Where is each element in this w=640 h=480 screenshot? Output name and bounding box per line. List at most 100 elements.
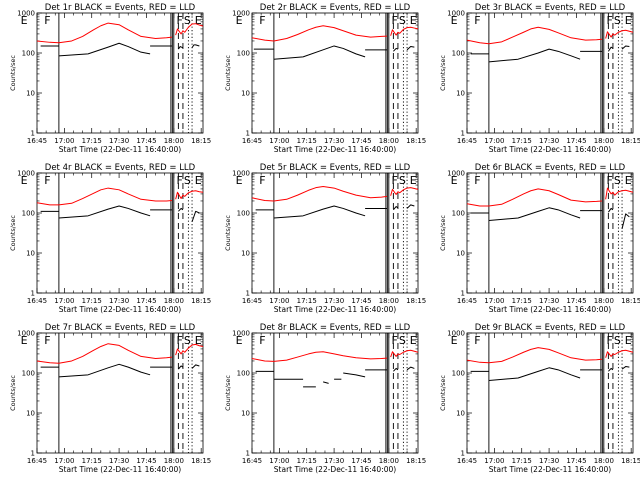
region-label: E [625,174,632,187]
y-tick-label: 10 [241,250,250,258]
detector-panel: Det 1r BLACK = Events, RED = LLD 1 10 100 10… [9,3,211,154]
series-events-segment [191,44,200,49]
y-tick-label: 1000 [447,170,465,178]
y-axis-label: Counts/sec [439,215,447,251]
region-label: F [392,334,398,347]
x-tick-label: 18:15 [191,457,211,465]
x-axis-label: Start Time (22-Dec-11 16:40:00) [274,145,396,154]
series-events-segment [343,372,366,378]
series-events-segment [191,210,200,223]
series-lld-segment [466,347,603,364]
series-lld-segment [251,185,388,202]
panel-title: Det 5r BLACK = Events, RED = LLD [260,163,411,173]
y-axis-label: Counts/sec [224,55,232,91]
y-tick-label: 1000 [447,330,465,338]
y-tick-label: 1 [461,130,465,138]
series-events-segment [58,363,151,378]
y-tick-label: 1000 [17,330,35,338]
region-label: F [607,334,613,347]
series-lld-segment [605,187,634,200]
x-tick-label: 17:45 [136,137,156,145]
x-tick-label: 16:45 [242,457,262,465]
x-tick-label: 18:00 [379,137,399,145]
series-events-segment [621,213,630,230]
series-events-segment [392,206,399,211]
region-label: E [21,174,28,187]
detector-panel: Det 7r BLACK = Events, RED = LLD 1 10 100 10… [9,323,211,474]
series-events-segment [58,205,151,219]
y-tick-label: 10 [241,410,250,418]
x-tick-label: 18:00 [164,457,184,465]
x-tick-label: 18:00 [379,297,399,305]
series-events-segment [488,207,581,221]
y-tick-label: 10 [241,90,250,98]
x-axis-label: Start Time (22-Dec-11 16:40:00) [59,465,181,474]
region-label: F [177,174,183,187]
series-events-segment [607,46,614,52]
x-tick-label: 17:45 [351,137,371,145]
region-label: E [410,334,417,347]
region-label: E [21,334,28,347]
detector-panel: Det 5r BLACK = Events, RED = LLD 1 10 100 10… [224,163,426,314]
y-tick-label: 100 [22,50,35,58]
plot-frame [251,332,419,454]
y-tick-label: 1000 [447,10,465,18]
series-lld-segment [175,23,204,36]
y-axis-label: Counts/sec [439,375,447,411]
panel-title: Det 4r BLACK = Events, RED = LLD [45,163,196,173]
y-axis-label: Counts/sec [9,375,17,411]
y-tick-label: 1 [246,450,250,458]
region-label: E [236,174,243,187]
x-axis-label: Start Time (22-Dec-11 16:40:00) [489,465,611,474]
region-label: E [236,14,243,27]
y-tick-label: 100 [237,50,250,58]
region-label: F [607,14,613,27]
y-tick-label: 10 [456,90,465,98]
series-lld-segment [251,25,388,42]
y-tick-label: 10 [26,90,35,98]
y-tick-label: 1000 [232,170,250,178]
series-events-segment [621,366,630,370]
x-tick-label: 18:15 [406,457,426,465]
plot-frame [36,172,204,294]
region-label: F [177,334,183,347]
region-label: S [614,14,621,27]
plot-frame [466,172,634,294]
plot-frame [36,12,204,134]
region-label: F [177,14,183,27]
region-label: F [259,174,265,187]
panel-title: Det 8r BLACK = Events, RED = LLD [260,323,411,333]
series-events-segment [406,46,415,51]
region-label: E [625,14,632,27]
y-tick-label: 1 [246,130,250,138]
region-label: E [236,334,243,347]
y-tick-label: 10 [456,410,465,418]
y-tick-label: 100 [452,50,465,58]
detector-panel: Det 4r BLACK = Events, RED = LLD 1 10 100 10… [9,163,211,314]
x-tick-label: 17:30 [109,297,129,305]
x-tick-label: 17:00 [54,297,74,305]
x-tick-label: 17:00 [54,137,74,145]
detector-panel: Det 2r BLACK = Events, RED = LLD 1 10 100 10… [224,3,426,154]
x-tick-label: 16:45 [457,137,477,145]
x-tick-label: 18:00 [594,137,614,145]
series-lld-segment [251,351,388,362]
y-tick-label: 10 [26,410,35,418]
y-tick-label: 1000 [17,10,35,18]
x-tick-label: 17:00 [269,457,289,465]
x-tick-label: 17:15 [297,457,317,465]
x-tick-label: 17:00 [484,457,504,465]
y-tick-label: 100 [237,210,250,218]
region-label: E [195,174,202,187]
x-tick-label: 18:15 [406,297,426,305]
detector-panel: Det 3r BLACK = Events, RED = LLD 1 10 100 10… [439,3,640,154]
y-tick-label: 10 [26,250,35,258]
region-label: F [44,334,50,347]
x-tick-label: 18:15 [191,297,211,305]
plot-frame [466,12,634,134]
x-tick-label: 16:45 [457,297,477,305]
panel-title: Det 1r BLACK = Events, RED = LLD [45,3,196,13]
series-lld-segment [466,26,603,45]
x-tick-label: 17:30 [324,457,344,465]
x-axis-label: Start Time (22-Dec-11 16:40:00) [489,305,611,314]
